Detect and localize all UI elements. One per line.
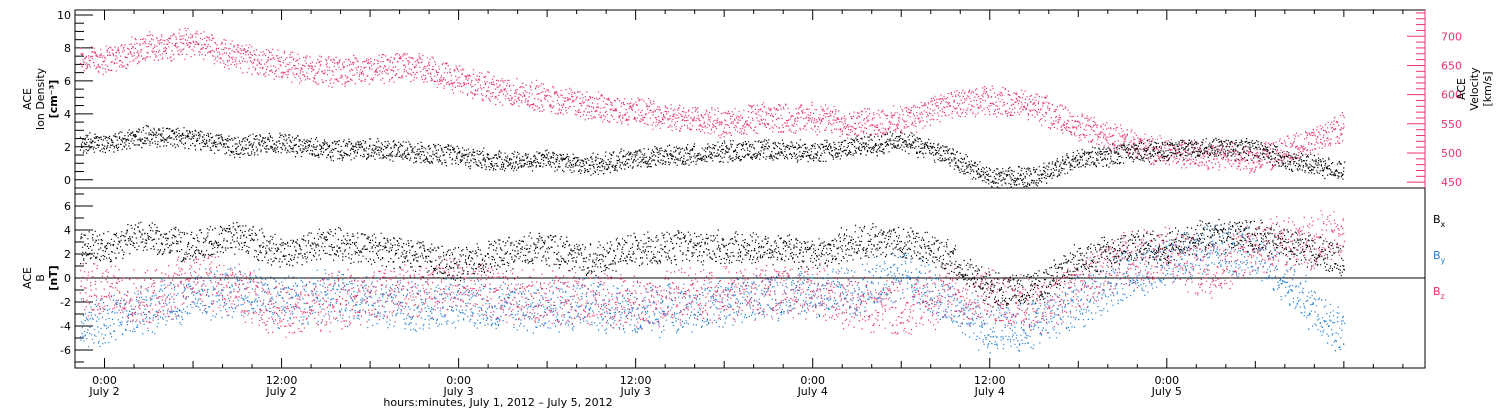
series-bx: [80, 219, 1345, 308]
density-tick-label: 0: [64, 174, 71, 187]
date-tick-label: July 4: [797, 385, 828, 398]
legend-subscript: x: [1441, 220, 1446, 229]
velocity-tick-label: 600: [1441, 89, 1462, 102]
date-tick-label: July 3: [620, 385, 651, 398]
field-tick-label: -2: [60, 296, 71, 309]
legend-base: B: [1433, 213, 1441, 226]
time-tick-label: 0:00: [800, 374, 825, 387]
time-tick-label: 0:00: [446, 374, 471, 387]
field-tick-label: 0: [64, 272, 71, 285]
legend-subscript: z: [1441, 292, 1445, 301]
time-tick-label: 0:00: [1154, 374, 1179, 387]
density-axis-label-line: Ion Density: [34, 67, 47, 130]
legend-subscript: y: [1441, 256, 1446, 265]
field-axis-label-line: ACE: [21, 267, 34, 289]
series-by: [80, 224, 1346, 354]
legend-entry-by: By: [1433, 249, 1446, 265]
density-axis-label-line: ACE: [21, 88, 34, 110]
velocity-tick-label: 500: [1441, 147, 1462, 160]
field-tick-label: 6: [64, 200, 71, 213]
density-axis-label-line: [cm⁻³]: [47, 80, 60, 119]
density-tick-label: 2: [64, 141, 71, 154]
date-tick-label: July 4: [974, 385, 1005, 398]
velocity-tick-label: 450: [1441, 176, 1462, 189]
date-tick-label: July 5: [1151, 385, 1182, 398]
date-tick-label: July 2: [88, 385, 119, 398]
legend-base: B: [1433, 249, 1441, 262]
field-axis-label-line: [nT]: [47, 265, 60, 290]
density-tick-label: 4: [64, 108, 71, 121]
field-tick-label: -6: [60, 344, 71, 357]
time-tick-label: 12:00: [974, 374, 1006, 387]
field-tick-label: 2: [64, 248, 71, 261]
time-tick-label: 12:00: [620, 374, 652, 387]
series-bz: [79, 210, 1346, 338]
density-tick-label: 10: [57, 9, 71, 22]
velocity-axis-label: ACEVelocity[km/s]: [1455, 67, 1494, 111]
legend-entry-bz: Bz: [1433, 285, 1445, 301]
legend-base: B: [1433, 285, 1441, 298]
legend-entry-bx: Bx: [1433, 213, 1446, 229]
series-density: [79, 125, 1346, 189]
velocity-tick-label: 700: [1441, 30, 1462, 43]
field-axis-label-line: B: [34, 274, 47, 282]
density-axis-label: ACEIon Density[cm⁻³]: [21, 67, 60, 130]
time-axis-title: hours:minutes, July 1, 2012 – July 5, 20…: [383, 396, 612, 409]
velocity-axis-label-line: Velocity: [1468, 67, 1481, 111]
series-velocity: [79, 27, 1345, 174]
time-tick-label: 12:00: [266, 374, 298, 387]
time-tick-label: 0:00: [92, 374, 117, 387]
velocity-axis-label-line: [km/s]: [1481, 71, 1494, 106]
date-tick-label: July 3: [442, 385, 473, 398]
field-axis-label: ACEB[nT]: [21, 265, 60, 290]
plot-frame: [74, 9, 1426, 369]
velocity-axis-label-line: ACE: [1455, 78, 1468, 100]
field-tick-label: 4: [64, 224, 71, 237]
velocity-tick-label: 650: [1441, 59, 1462, 72]
density-tick-label: 6: [64, 75, 71, 88]
date-tick-label: July 2: [265, 385, 296, 398]
field-tick-label: -4: [60, 320, 71, 333]
density-tick-label: 8: [64, 42, 71, 55]
velocity-tick-label: 550: [1441, 118, 1462, 131]
